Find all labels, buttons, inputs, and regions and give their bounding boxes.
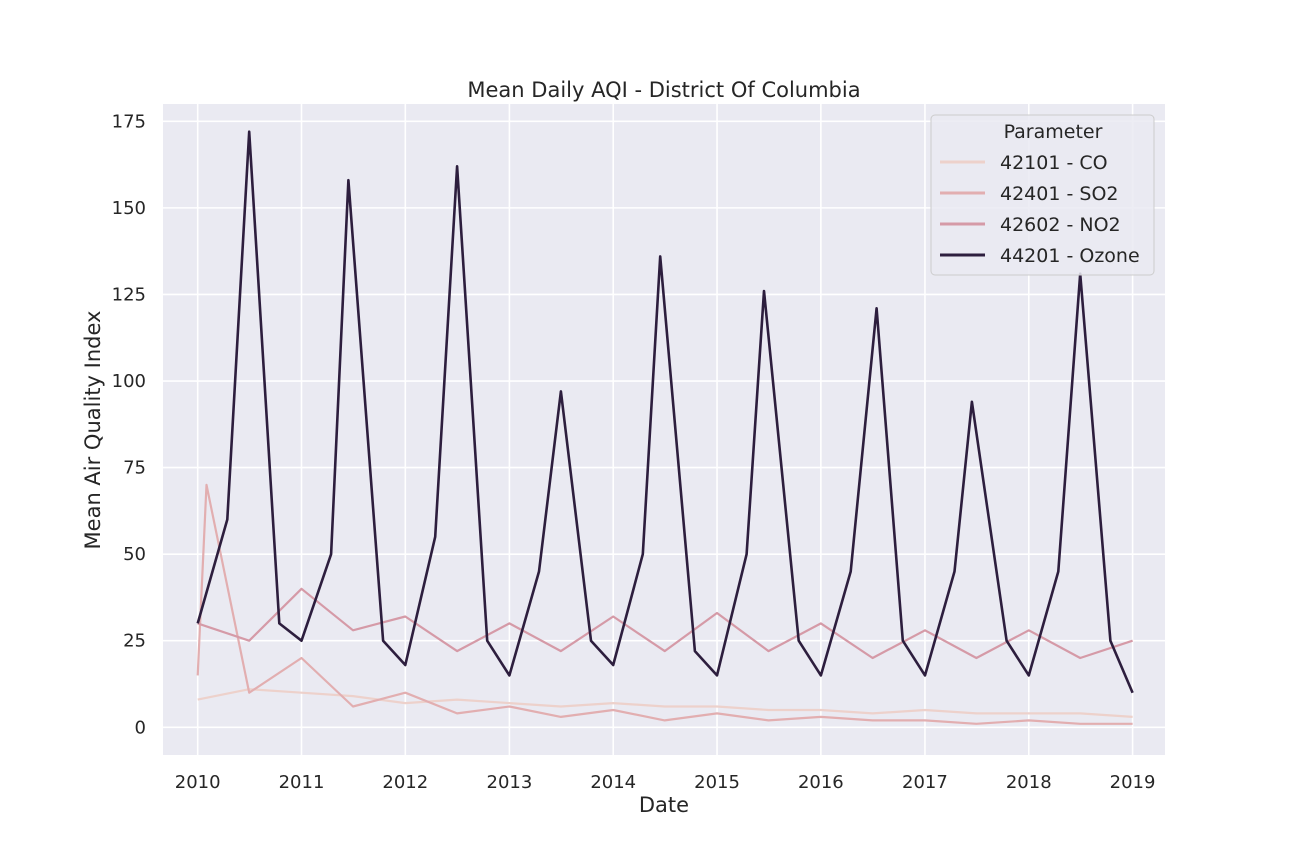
legend-label-1: 42101 - CO: [1000, 152, 1108, 174]
x-tick-label-2011: 2011: [279, 772, 325, 793]
x-tick-label-2019: 2019: [1110, 772, 1156, 793]
legend-title: Parameter: [1004, 121, 1103, 143]
legend-entries: 42101 - CO 42401 - SO2 42602 - NO2 44201 - …: [940, 152, 1140, 267]
legend-label-2: 42401 - SO2: [1000, 183, 1118, 205]
y-tick-label-25: 25: [123, 631, 146, 652]
y-tick-label-150: 150: [112, 198, 146, 219]
y-tick-label-50: 50: [123, 544, 146, 565]
series-line-1: [197, 688, 1133, 718]
legend-label-4: 44201 - Ozone: [1000, 245, 1140, 267]
chart-title: Mean Daily AQI - District Of Columbia: [467, 78, 860, 102]
x-tick-label-2018: 2018: [1006, 772, 1052, 793]
x-tick-label-2016: 2016: [798, 772, 844, 793]
y-tick-label-175: 175: [112, 111, 146, 132]
series-line-2: [196, 483, 1133, 725]
y-tick-label-0: 0: [135, 717, 146, 738]
x-tick-label-2010: 2010: [175, 772, 221, 793]
legend-box: [930, 114, 1155, 276]
x-axis-label: Date: [639, 793, 689, 817]
series-line-3: [197, 587, 1133, 660]
x-tick-label-2012: 2012: [382, 772, 428, 793]
y-tick-label-75: 75: [123, 458, 146, 479]
legend-label-3: 42602 - NO2: [1000, 214, 1121, 236]
y-tick-label-125: 125: [112, 284, 146, 305]
x-tick-label-2015: 2015: [694, 772, 740, 793]
x-tick-label-2013: 2013: [487, 772, 533, 793]
x-axis-ticks: 2010 2011 2012 2013 2014 2015 2016 2017 2018 2019: [175, 772, 1156, 793]
x-tick-label-2017: 2017: [902, 772, 948, 793]
series-line-4: [196, 130, 1134, 694]
series-layer: [196, 130, 1134, 725]
legend: Parameter 42101 - CO 42401 - SO2 42602 - N…: [930, 114, 1155, 276]
y-axis-label: Mean Air Quality Index: [81, 311, 105, 550]
y-axis-ticks: 0 25 50 75 100 125 150 175: [112, 111, 146, 738]
y-tick-label-100: 100: [112, 371, 146, 392]
x-tick-label-2014: 2014: [590, 772, 636, 793]
